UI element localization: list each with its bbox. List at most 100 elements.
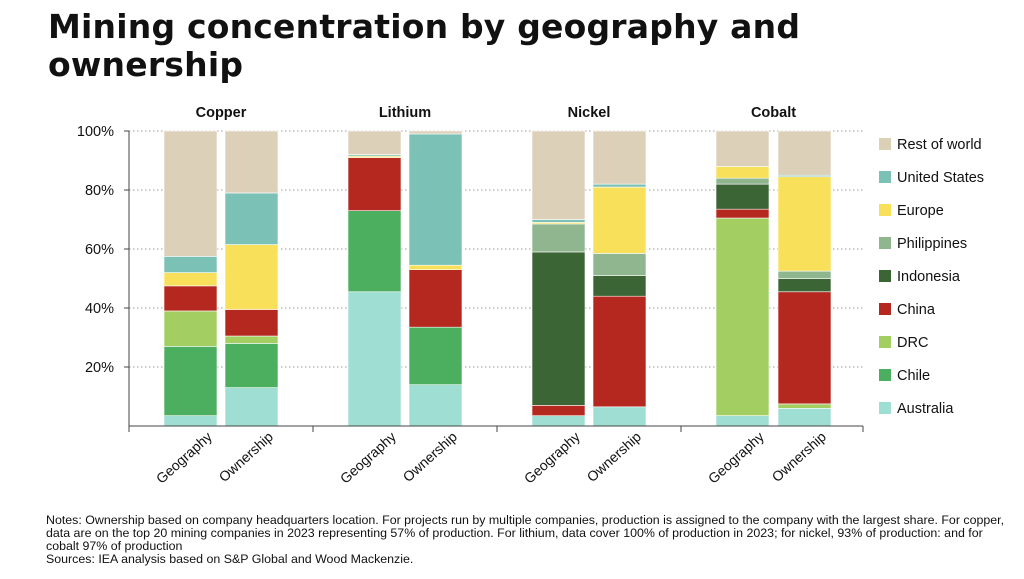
legend-swatch	[879, 303, 891, 315]
bar-segment-china	[592, 295, 647, 408]
stacked-bar	[224, 130, 279, 427]
legend-swatch	[879, 270, 891, 282]
x-tick-label: Ownership	[400, 428, 461, 485]
legend-swatch	[879, 336, 891, 348]
bar-segment-united-states	[224, 192, 279, 245]
legend: Rest of world United States Europe Philippi…	[879, 137, 984, 417]
stacked-bar	[777, 130, 832, 427]
x-tick-label: Ownership	[769, 428, 830, 485]
legend-swatch	[879, 369, 891, 381]
bar-segment-china	[777, 291, 832, 405]
stacked-bar	[592, 130, 647, 427]
bar-segment-europe	[715, 166, 770, 179]
bar-segment-australia	[408, 384, 463, 427]
bar-segment-china	[408, 269, 463, 328]
legend-item: Chile	[879, 368, 930, 384]
legend-label: Europe	[897, 203, 944, 219]
bar-segment-europe	[224, 244, 279, 310]
legend-label: Indonesia	[897, 269, 961, 285]
group-titles: Copper Lithium Nickel Cobalt	[196, 105, 797, 121]
bar-segment-drc	[777, 403, 832, 409]
notes: Notes: Ownership based on company headqu…	[46, 514, 1006, 566]
bar-segment-europe	[592, 186, 647, 254]
bar-segment-europe	[408, 264, 463, 270]
legend-item: Europe	[879, 203, 944, 219]
x-tick-label: Geography	[521, 428, 583, 486]
bar-segment-indonesia	[592, 275, 647, 297]
bar-segment-philippines	[531, 223, 586, 253]
y-axis-tick-labels: 100% 80% 60% 40% 20%	[77, 124, 114, 376]
legend-label: Rest of world	[897, 137, 982, 153]
legend-label: United States	[897, 170, 984, 186]
legend-swatch	[879, 402, 891, 414]
bar-segment-rest-of-world	[408, 130, 463, 135]
legend-label: DRC	[897, 335, 928, 351]
bar-segment-australia	[715, 415, 770, 427]
bar-segment-drc	[224, 335, 279, 344]
bar-segment-australia	[531, 415, 586, 427]
legend-swatch	[879, 204, 891, 216]
group-title: Cobalt	[751, 105, 796, 121]
legend-label: Philippines	[897, 236, 967, 252]
group-title: Copper	[196, 105, 247, 121]
bar-segment-rest-of-world	[715, 130, 770, 167]
x-tick-label: Geography	[705, 428, 767, 486]
y-tick-label: 40%	[85, 301, 114, 317]
bar-segment-united-states	[408, 133, 463, 266]
bar-segment-philippines	[777, 270, 832, 279]
bar-segment-china	[224, 309, 279, 337]
bar-segment-united-states	[163, 256, 218, 273]
x-tick-label: Geography	[153, 428, 215, 486]
bar-segment-rest-of-world	[163, 130, 218, 257]
legend-item: China	[879, 302, 936, 318]
legend-item: Rest of world	[879, 137, 982, 153]
page-title: Mining concentration by geography and ow…	[48, 7, 801, 84]
bar-segment-rest-of-world	[777, 130, 832, 176]
bar-segment-indonesia	[531, 251, 586, 406]
bar-segment-europe	[163, 272, 218, 287]
bar-segment-united-states	[531, 219, 586, 223]
x-axis-tick-labels: Geography Ownership Geography Ownership Geog…	[153, 428, 829, 486]
y-tick-label: 100%	[77, 124, 114, 140]
bar-segment-china	[531, 405, 586, 416]
group-title: Nickel	[568, 105, 611, 121]
legend-item: Australia	[879, 401, 954, 417]
bar-segment-chile	[163, 346, 218, 416]
bar-segment-philippines	[592, 253, 647, 276]
stacked-bar	[715, 130, 770, 427]
bar-segment-indonesia	[715, 183, 770, 210]
stacked-bar	[408, 130, 463, 427]
axes	[124, 130, 864, 432]
stacked-bar	[347, 130, 402, 427]
bar-segment-australia	[224, 387, 279, 427]
y-tick-label: 20%	[85, 360, 114, 376]
bar-segment-drc	[163, 310, 218, 347]
bar-segment-chile	[224, 343, 279, 388]
x-tick-label: Geography	[337, 428, 399, 486]
legend-swatch	[879, 171, 891, 183]
bar-segment-chile	[408, 326, 463, 385]
notes-text: Notes: Ownership based on company headqu…	[46, 513, 1005, 553]
bar-segment-philippines	[715, 177, 770, 185]
x-tick-label: Ownership	[584, 428, 645, 485]
bar-segment-indonesia	[777, 278, 832, 293]
bar-segment-chile	[347, 210, 402, 293]
bar-segment-rest-of-world	[347, 130, 402, 155]
y-tick-label: 80%	[85, 183, 114, 199]
bar-segment-rest-of-world	[531, 130, 586, 220]
legend-label: China	[897, 302, 936, 318]
bars	[163, 130, 832, 427]
legend-swatch	[879, 138, 891, 150]
legend-item: DRC	[879, 335, 928, 351]
bar-segment-rest-of-world	[592, 130, 647, 185]
bar-segment-united-states	[592, 183, 647, 188]
bar-segment-china	[715, 208, 770, 219]
bar-segment-rest-of-world	[224, 130, 279, 194]
legend-label: Chile	[897, 368, 930, 384]
legend-item: Indonesia	[879, 269, 961, 285]
stacked-bar	[531, 130, 586, 427]
y-tick-label: 60%	[85, 242, 114, 258]
legend-item: United States	[879, 170, 984, 186]
bar-segment-australia	[777, 407, 832, 427]
